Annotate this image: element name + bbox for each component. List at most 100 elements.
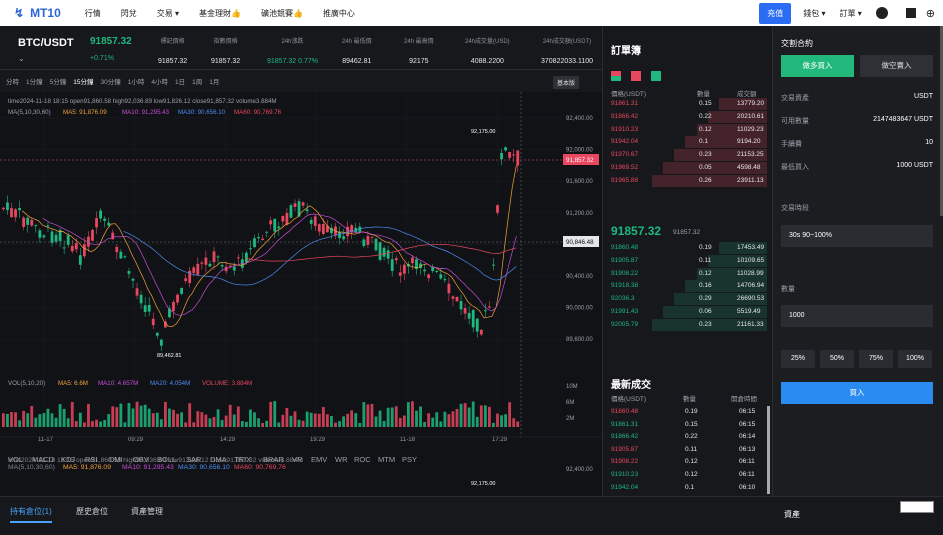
- nav-item-mining[interactable]: 礦池競賽👍: [260, 8, 303, 18]
- nav-item-market[interactable]: 行情: [84, 8, 101, 18]
- pct-25-button[interactable]: 25%: [781, 350, 815, 368]
- logo[interactable]: ↯ MT10: [14, 6, 61, 20]
- tf-15m[interactable]: 15分鐘: [73, 79, 94, 86]
- book-bids-icon[interactable]: [651, 71, 661, 81]
- globe-icon[interactable]: ⊕: [925, 7, 935, 20]
- ask-row[interactable]: 91866.42 0.22 20210.61: [607, 110, 767, 123]
- indicator-tab[interactable]: KDJ: [61, 455, 75, 464]
- candle-body: [135, 288, 139, 296]
- indicator-tab[interactable]: BRAR: [263, 455, 284, 464]
- book-asks-icon[interactable]: [631, 71, 641, 81]
- volume-bar: [350, 410, 354, 427]
- volume-bar: [285, 408, 289, 427]
- ask-row[interactable]: 91910.23 0.12 11029.23: [607, 123, 767, 136]
- indicator-tab[interactable]: OBV: [133, 455, 149, 464]
- volume-tick: 2M: [566, 416, 574, 422]
- volume-bar: [224, 415, 228, 427]
- ob-cell: 9194.20: [737, 138, 761, 146]
- tf-5m[interactable]: 5分鐘: [49, 79, 67, 86]
- candle-body: [394, 258, 398, 261]
- ask-row[interactable]: 91969.52 0.05 4598.48: [607, 162, 767, 174]
- bid-row[interactable]: 91860.48 0.19 17453.49: [607, 242, 767, 254]
- nav-item-fund[interactable]: 基金理財👍: [199, 8, 241, 18]
- book-both-icon[interactable]: [611, 71, 621, 81]
- tab-history[interactable]: 歷史倉位: [76, 507, 108, 516]
- indicator-tab[interactable]: DMI: [109, 455, 123, 464]
- buy-button[interactable]: 買入: [781, 382, 933, 404]
- wallet-menu[interactable]: 錢包 ▾: [803, 8, 826, 18]
- ask-row[interactable]: 91970.67 0.23 21153.25: [607, 149, 767, 162]
- volume-bar: [66, 418, 70, 427]
- bid-row[interactable]: 92036.3 0.29 26690.53: [607, 293, 767, 306]
- bid-row[interactable]: 91918.38 0.16 14706.94: [607, 280, 767, 293]
- indicator-tab[interactable]: ROC: [354, 455, 371, 464]
- indicator-tab[interactable]: BOLL: [157, 455, 176, 464]
- indicator-tab[interactable]: VR: [292, 455, 303, 464]
- panel-scrollbar[interactable]: [940, 26, 943, 216]
- nav-item-exchange[interactable]: 閃兌: [120, 8, 137, 18]
- volume-bar: [70, 401, 74, 427]
- tf-1m[interactable]: 1分鐘: [26, 79, 43, 86]
- short-sell-tab[interactable]: 做空賣入: [860, 55, 933, 77]
- bid-row[interactable]: 92005.79 0.23 21161.33: [607, 318, 767, 331]
- bid-row[interactable]: 91908.22 0.12 11028.99: [607, 267, 767, 280]
- pct-75-button[interactable]: 75%: [859, 350, 893, 368]
- deposit-button[interactable]: 充值: [759, 2, 792, 24]
- bid-row[interactable]: 91991.43 0.06 5519.49: [607, 306, 767, 318]
- indicator-tab[interactable]: RSI: [85, 455, 98, 464]
- ask-row[interactable]: 91861.31 0.15 13779.20: [607, 98, 767, 110]
- nav-item-trade[interactable]: 交易 ▾: [156, 8, 179, 18]
- tf-30m[interactable]: 30分鐘: [100, 79, 121, 86]
- ask-row[interactable]: 91942.04 0.1 9194.20: [607, 136, 767, 149]
- ob-cell: 91991.43: [611, 308, 639, 315]
- long-buy-tab[interactable]: 做多買入: [781, 55, 854, 77]
- indicator-tab[interactable]: DMA: [210, 455, 227, 464]
- candle-body: [18, 208, 21, 211]
- indicator-tab[interactable]: MTM: [378, 455, 395, 464]
- indicator-tab[interactable]: SAR: [186, 455, 202, 464]
- period-select[interactable]: 30s 90~100%: [781, 225, 933, 247]
- indicator-tab[interactable]: MACD: [32, 455, 55, 464]
- symbol-label[interactable]: BTC/USDT: [18, 37, 74, 49]
- indicator-tab[interactable]: TRIX: [234, 455, 251, 464]
- volume-bar: [382, 420, 386, 427]
- candle-body: [14, 209, 17, 218]
- volume-bar: [87, 403, 90, 427]
- tf-4h[interactable]: 4小時: [151, 79, 168, 86]
- tab-asset-management[interactable]: 資產管理: [131, 507, 163, 516]
- tf-1h[interactable]: 1小時: [127, 79, 145, 86]
- volume-bar: [54, 417, 58, 427]
- price-tick: 92,000.00: [566, 148, 593, 154]
- trades-scrollbar[interactable]: [767, 406, 770, 494]
- indicator-tab[interactable]: WR: [335, 455, 348, 464]
- volume-bar: [443, 411, 447, 427]
- volume-bar: [155, 412, 159, 427]
- ask-row[interactable]: 91965.88 0.26 23911.13: [607, 174, 767, 187]
- nav-item-promo[interactable]: 推廣中心: [322, 8, 355, 18]
- tf-1mo[interactable]: 1月: [209, 79, 220, 86]
- tf-1d[interactable]: 1日: [174, 79, 186, 86]
- pct-50-button[interactable]: 50%: [820, 350, 854, 368]
- kline-svg[interactable]: time2024-11-18 18:15 open91,860.58 high9…: [0, 92, 602, 496]
- candle-body: [176, 294, 179, 303]
- volume-bar: [192, 422, 196, 427]
- indicator-tab[interactable]: EMV: [311, 455, 327, 464]
- orders-menu[interactable]: 訂單 ▾: [839, 8, 862, 18]
- pct-100-button[interactable]: 100%: [898, 350, 932, 368]
- tab-open-positions[interactable]: 持有倉位(1): [10, 507, 52, 516]
- candle-body: [455, 296, 459, 302]
- bid-row[interactable]: 91905.87 0.11 10109.65: [607, 254, 767, 267]
- broken-image-icon: [900, 501, 934, 513]
- avatar[interactable]: [875, 7, 888, 19]
- quantity-input[interactable]: 1000: [781, 305, 933, 327]
- download-icon[interactable]: [905, 8, 916, 18]
- chevron-down-icon[interactable]: ⌄: [18, 54, 25, 63]
- indicator-tab[interactable]: PSY: [402, 455, 417, 464]
- kline-chart[interactable]: time2024-11-18 18:15 open91,860.58 high9…: [0, 92, 602, 496]
- volume-bar: [184, 422, 188, 427]
- ob-cell: 91918.38: [611, 282, 639, 290]
- tf-line[interactable]: 分時: [6, 79, 19, 86]
- indicator-tab[interactable]: VOL: [8, 455, 23, 464]
- basic-mode-button[interactable]: 基本版: [553, 76, 580, 89]
- tf-1w[interactable]: 1周: [192, 79, 203, 86]
